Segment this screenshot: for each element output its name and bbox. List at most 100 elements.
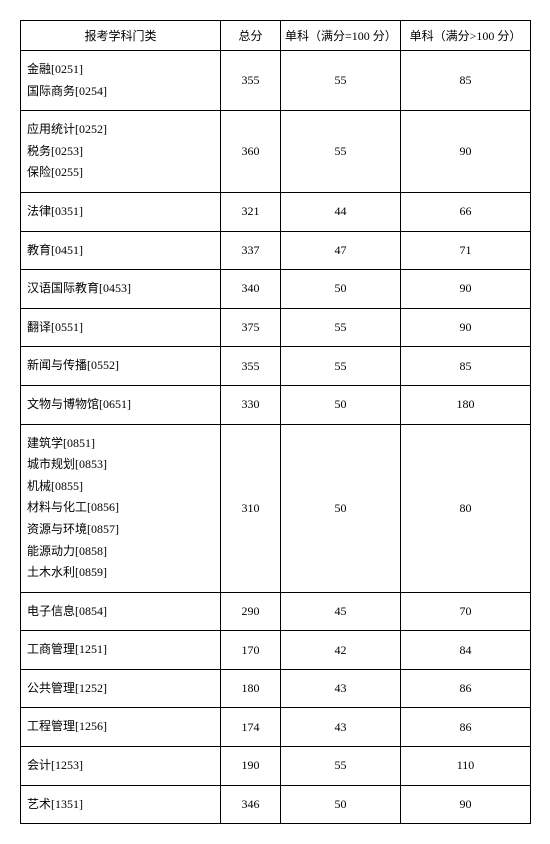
header-row: 报考学科门类 总分 单科（满分=100 分） 单科（满分>100 分） (21, 21, 531, 51)
cell-total: 190 (221, 747, 281, 786)
table-header: 报考学科门类 总分 单科（满分=100 分） 单科（满分>100 分） (21, 21, 531, 51)
cell-sub100: 50 (281, 785, 401, 824)
cell-total: 321 (221, 192, 281, 231)
cell-category: 电子信息[0854] (21, 592, 221, 631)
cell-category: 公共管理[1252] (21, 669, 221, 708)
table-row: 翻译[0551]3755590 (21, 308, 531, 347)
category-line: 艺术[1351] (27, 797, 83, 811)
cell-total: 310 (221, 424, 281, 592)
cell-subgt100: 71 (401, 231, 531, 270)
cell-subgt100: 90 (401, 270, 531, 309)
category-line: 国际商务[0254] (27, 84, 107, 98)
table-row: 应用统计[0252] 税务[0253] 保险[0255] 3605590 (21, 111, 531, 193)
table-row: 金融[0251]国际商务[0254]3555585 (21, 51, 531, 111)
cell-sub100: 50 (281, 385, 401, 424)
category-line: 法律[0351] (27, 204, 83, 218)
header-total: 总分 (221, 21, 281, 51)
cell-subgt100: 86 (401, 708, 531, 747)
cell-category: 汉语国际教育[0453] (21, 270, 221, 309)
table-row: 文物与博物馆[0651] 33050180 (21, 385, 531, 424)
cell-sub100: 44 (281, 192, 401, 231)
category-line: 机械[0855] (27, 479, 83, 493)
cell-subgt100: 66 (401, 192, 531, 231)
cell-subgt100: 85 (401, 347, 531, 386)
table-row: 艺术[1351] 3465090 (21, 785, 531, 824)
cell-category: 工程管理[1256] (21, 708, 221, 747)
category-line: 税务[0253] (27, 144, 83, 158)
cell-sub100: 43 (281, 708, 401, 747)
table-row: 电子信息[0854] 2904570 (21, 592, 531, 631)
cell-sub100: 55 (281, 111, 401, 193)
cell-total: 330 (221, 385, 281, 424)
cell-category: 新闻与传播[0552] (21, 347, 221, 386)
cell-sub100: 42 (281, 631, 401, 670)
cell-sub100: 55 (281, 347, 401, 386)
category-line: 翻译[0551] (27, 320, 83, 334)
category-line: 保险[0255] (27, 165, 83, 179)
cell-sub100: 43 (281, 669, 401, 708)
category-line: 资源与环境[0857] (27, 522, 119, 536)
table-row: 会计[1253]19055110 (21, 747, 531, 786)
category-line: 能源动力[0858] (27, 544, 107, 558)
cell-sub100: 47 (281, 231, 401, 270)
category-line: 工商管理[1251] (27, 642, 107, 656)
cell-subgt100: 90 (401, 111, 531, 193)
cell-subgt100: 70 (401, 592, 531, 631)
cell-subgt100: 80 (401, 424, 531, 592)
cell-subgt100: 86 (401, 669, 531, 708)
cell-total: 337 (221, 231, 281, 270)
table-row: 新闻与传播[0552] 3555585 (21, 347, 531, 386)
category-line: 金融[0251] (27, 62, 83, 76)
category-line: 文物与博物馆[0651] (27, 397, 131, 411)
cell-total: 360 (221, 111, 281, 193)
cell-sub100: 45 (281, 592, 401, 631)
category-line: 应用统计[0252] (27, 122, 107, 136)
table-row: 教育[0451] 3374771 (21, 231, 531, 270)
cell-category: 应用统计[0252] 税务[0253] 保险[0255] (21, 111, 221, 193)
table-row: 汉语国际教育[0453] 3405090 (21, 270, 531, 309)
cell-total: 340 (221, 270, 281, 309)
table-body: 金融[0251]国际商务[0254]3555585应用统计[0252]税务[02… (21, 51, 531, 824)
cell-sub100: 55 (281, 51, 401, 111)
header-category: 报考学科门类 (21, 21, 221, 51)
table-row: 公共管理[1252] 1804386 (21, 669, 531, 708)
category-line: 新闻与传播[0552] (27, 358, 119, 372)
cell-category: 会计[1253] (21, 747, 221, 786)
cell-total: 346 (221, 785, 281, 824)
cell-category: 金融[0251] 国际商务[0254] (21, 51, 221, 111)
cell-sub100: 50 (281, 270, 401, 309)
table-row: 建筑学[0851]城市规划[0853]机械[0855]材料与化工[0856]资源… (21, 424, 531, 592)
cell-sub100: 55 (281, 747, 401, 786)
cell-sub100: 55 (281, 308, 401, 347)
table-row: 工商管理[1251] 1704284 (21, 631, 531, 670)
category-line: 建筑学[0851] (27, 436, 95, 450)
category-line: 公共管理[1252] (27, 681, 107, 695)
cell-total: 170 (221, 631, 281, 670)
cell-subgt100: 110 (401, 747, 531, 786)
header-subgt100: 单科（满分>100 分） (401, 21, 531, 51)
cell-total: 355 (221, 347, 281, 386)
cell-subgt100: 84 (401, 631, 531, 670)
category-line: 汉语国际教育[0453] (27, 281, 131, 295)
cell-category: 文物与博物馆[0651] (21, 385, 221, 424)
header-sub100: 单科（满分=100 分） (281, 21, 401, 51)
cell-category: 建筑学[0851]城市规划[0853]机械[0855]材料与化工[0856]资源… (21, 424, 221, 592)
cell-total: 290 (221, 592, 281, 631)
cell-subgt100: 90 (401, 785, 531, 824)
table-row: 法律[0351] 3214466 (21, 192, 531, 231)
category-line: 土木水利[0859] (27, 565, 107, 579)
cell-category: 翻译[0551] (21, 308, 221, 347)
category-line: 教育[0451] (27, 243, 83, 257)
cell-category: 教育[0451] (21, 231, 221, 270)
cell-category: 法律[0351] (21, 192, 221, 231)
cell-total: 180 (221, 669, 281, 708)
cell-total: 174 (221, 708, 281, 747)
cell-subgt100: 90 (401, 308, 531, 347)
cell-total: 355 (221, 51, 281, 111)
category-line: 工程管理[1256] (27, 719, 107, 733)
category-line: 电子信息[0854] (27, 604, 107, 618)
score-table: 报考学科门类 总分 单科（满分=100 分） 单科（满分>100 分） 金融[0… (20, 20, 531, 824)
cell-subgt100: 180 (401, 385, 531, 424)
category-line: 材料与化工[0856] (27, 500, 119, 514)
cell-category: 艺术[1351] (21, 785, 221, 824)
